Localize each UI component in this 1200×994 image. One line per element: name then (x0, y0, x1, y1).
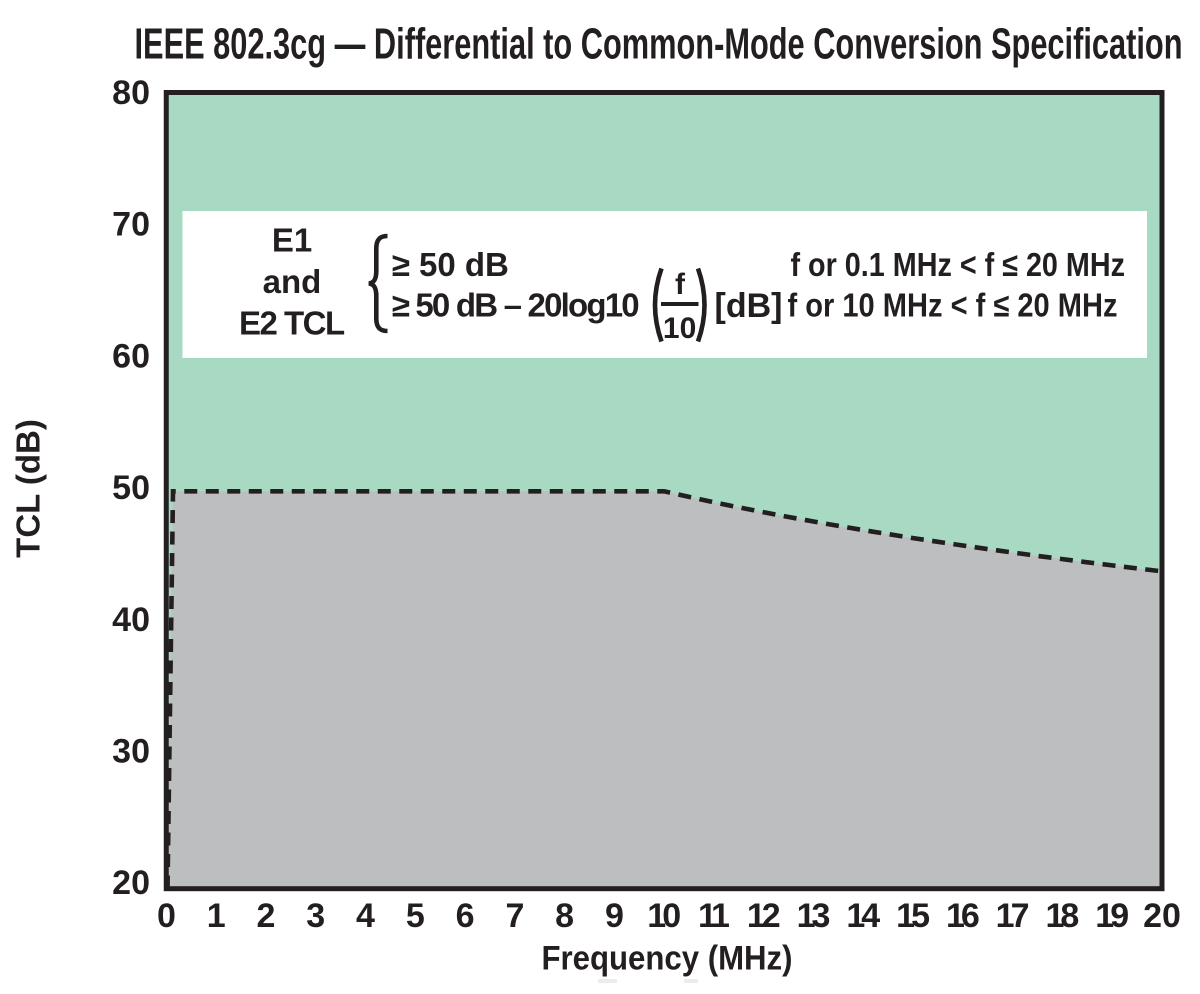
svg-text:4: 4 (356, 897, 375, 935)
svg-text:E1: E1 (272, 222, 312, 259)
svg-text:0: 0 (157, 897, 176, 935)
svg-text:6: 6 (456, 897, 475, 935)
svg-text:TCL (dB): TCL (dB) (10, 419, 47, 558)
svg-text:[dB]: [dB] (715, 287, 783, 325)
svg-text:17: 17 (996, 897, 1029, 935)
svg-text:30: 30 (112, 733, 150, 771)
svg-text:f or 10 MHz < f ≤ 20 MHz: f or 10 MHz < f ≤ 20 MHz (788, 286, 1118, 323)
svg-text:19: 19 (1095, 897, 1128, 935)
svg-text:13: 13 (797, 897, 830, 935)
svg-text:Frequency (MHz): Frequency (MHz) (542, 939, 793, 977)
svg-text:and: and (263, 263, 322, 300)
svg-text:8: 8 (555, 897, 574, 935)
svg-text:11: 11 (698, 897, 729, 935)
svg-text:12: 12 (747, 897, 780, 935)
svg-text:80: 80 (112, 74, 150, 112)
svg-text:10: 10 (663, 312, 696, 345)
svg-text:9: 9 (605, 897, 624, 935)
svg-text:15: 15 (896, 897, 929, 935)
svg-text:20: 20 (112, 864, 150, 902)
svg-text:E2 TCL: E2 TCL (239, 304, 345, 341)
svg-text:5: 5 (406, 897, 425, 935)
svg-text:≥ 50 dB – 20log10: ≥ 50 dB – 20log10 (392, 286, 639, 323)
svg-text:16: 16 (946, 897, 979, 935)
svg-text:20: 20 (1143, 897, 1181, 935)
svg-text:70: 70 (112, 206, 150, 244)
svg-text:f or 0.1 MHz < f ≤ 20 MHz: f or 0.1 MHz < f ≤ 20 MHz (791, 246, 1126, 283)
svg-text:f: f (675, 268, 686, 301)
svg-text:18: 18 (1045, 897, 1078, 935)
svg-text:3: 3 (306, 897, 325, 935)
svg-text:≥ 50 dB: ≥ 50 dB (392, 246, 509, 283)
svg-text:IEEE 802.3cg — Differential to: IEEE 802.3cg — Differential to Common-Mo… (135, 20, 1183, 69)
svg-text:14: 14 (846, 897, 880, 935)
svg-text:40: 40 (112, 601, 150, 639)
svg-text:60: 60 (112, 337, 150, 375)
svg-text:2: 2 (257, 897, 276, 935)
svg-text:7: 7 (505, 897, 524, 935)
svg-text:10: 10 (647, 897, 680, 935)
svg-text:1: 1 (207, 897, 226, 935)
svg-text:50: 50 (112, 469, 150, 507)
